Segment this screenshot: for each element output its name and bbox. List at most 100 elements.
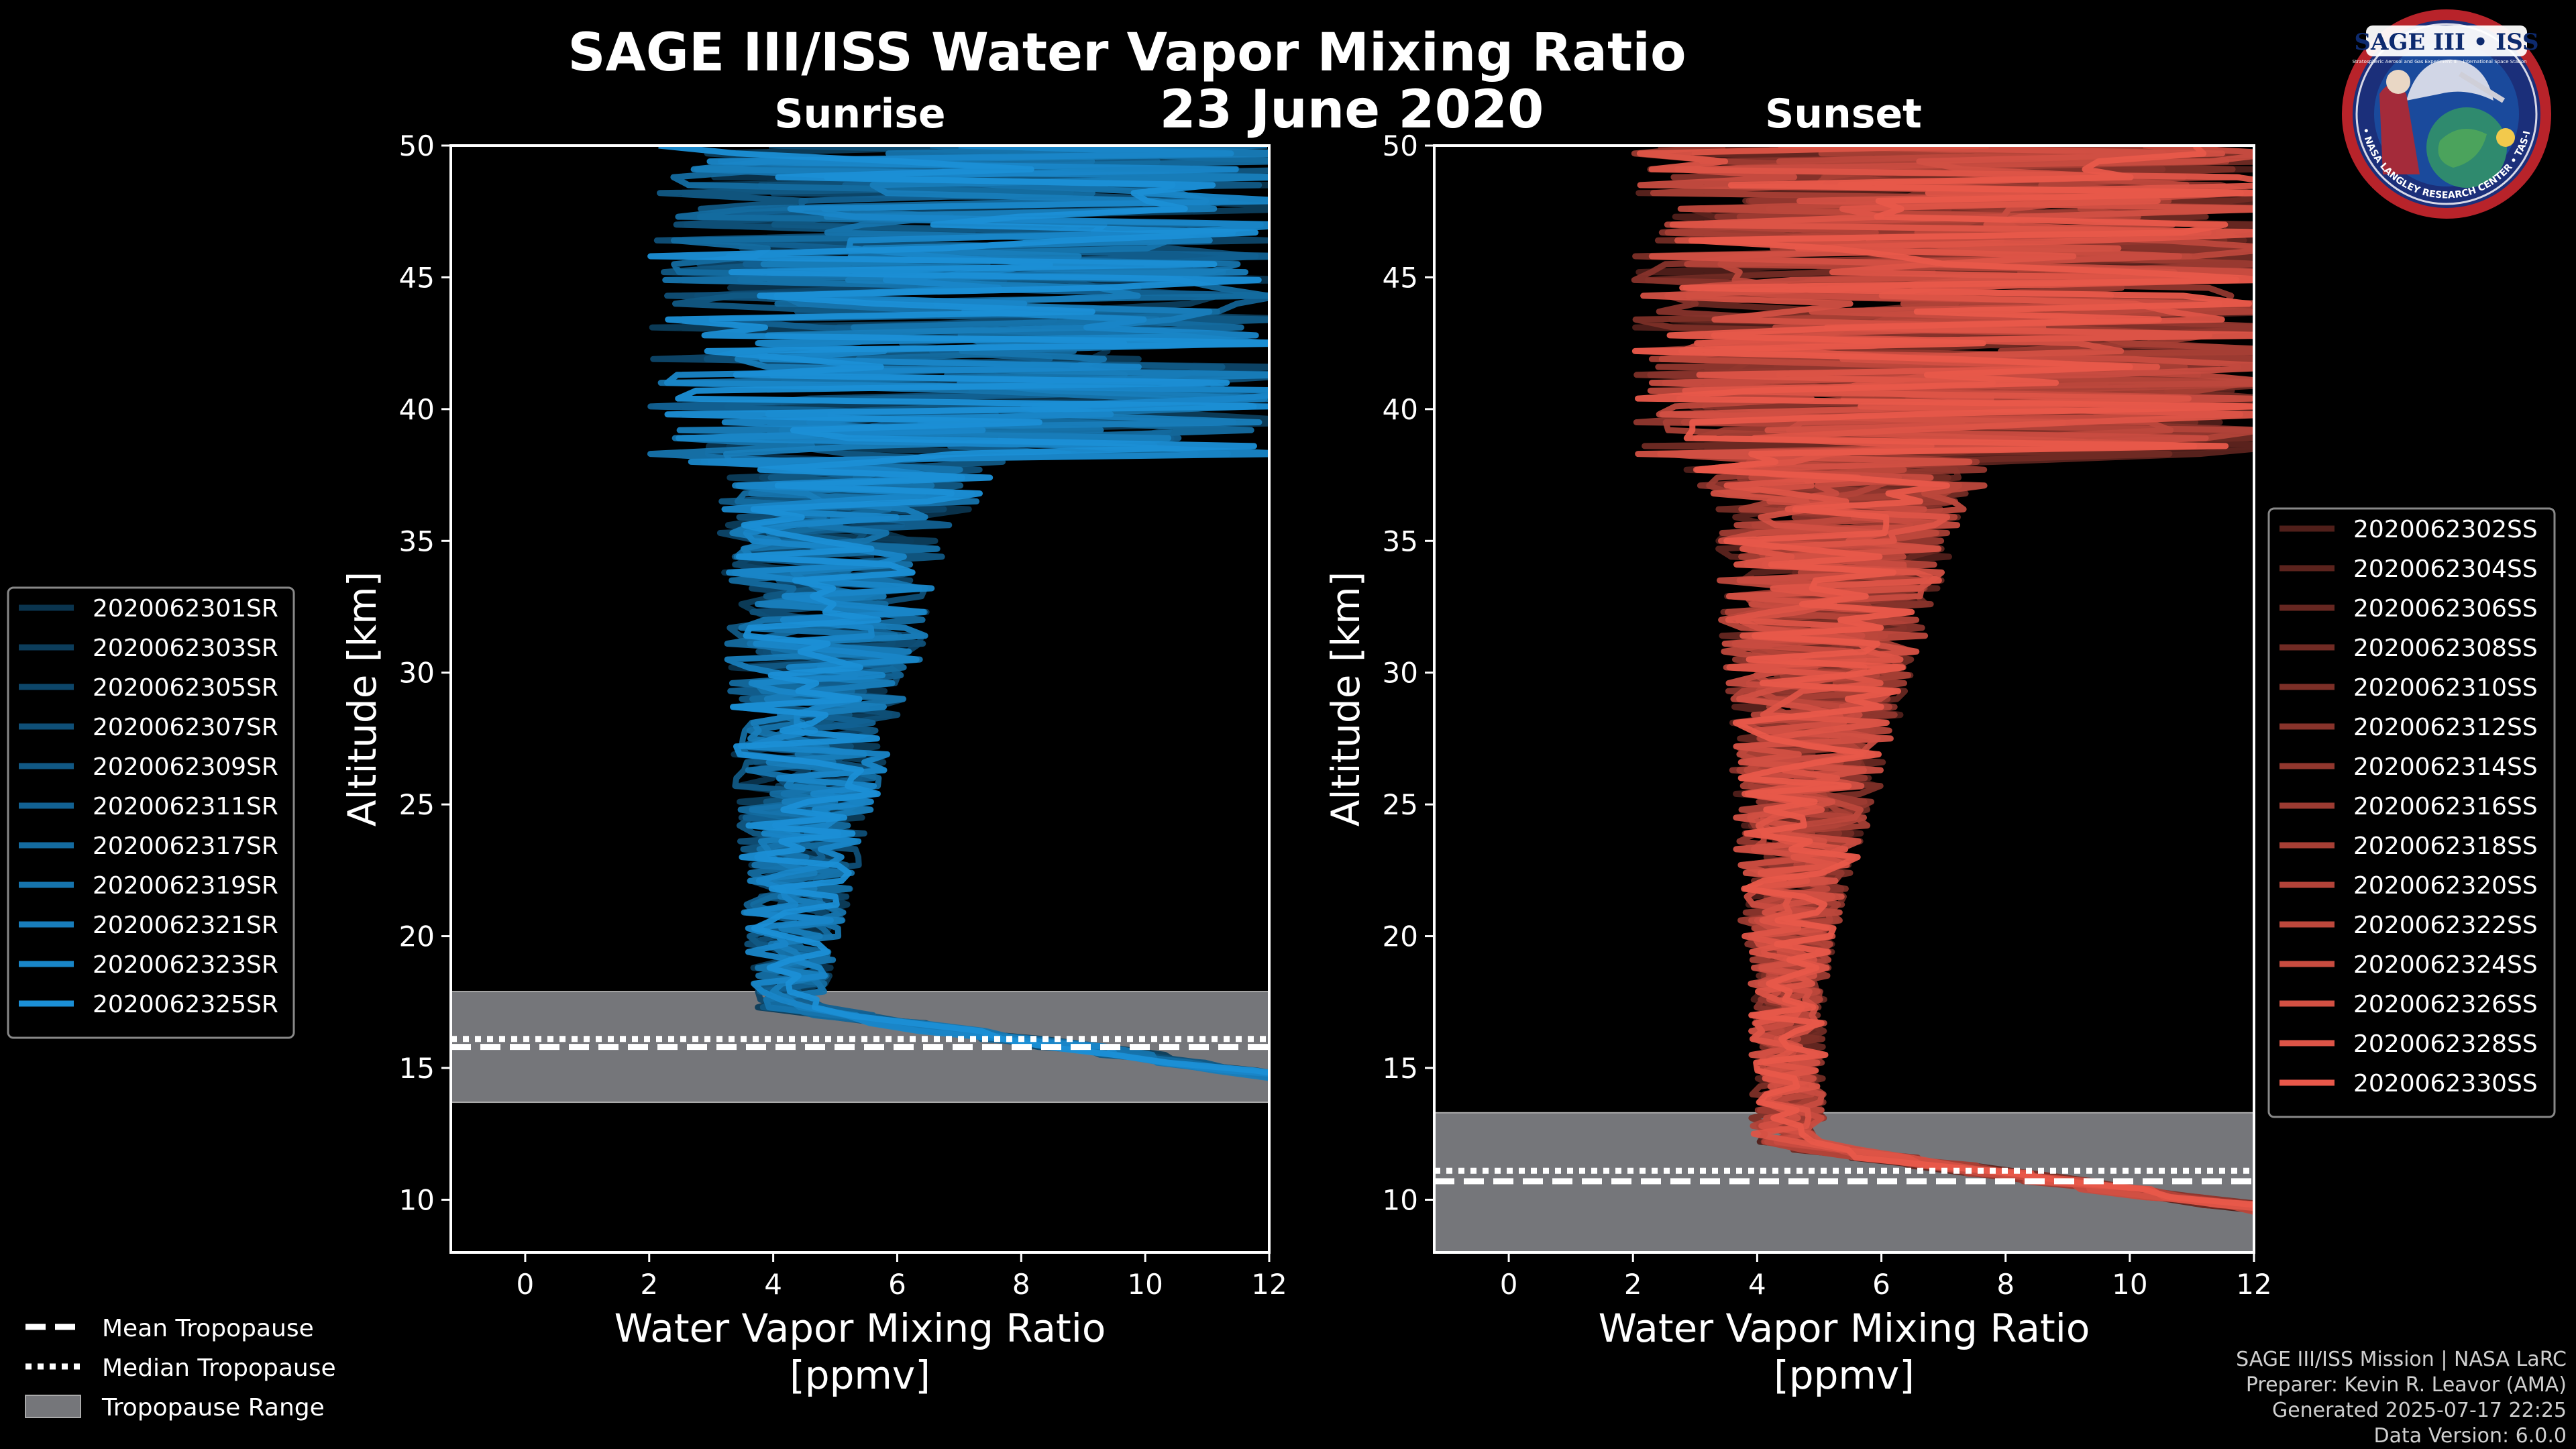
credit-preparer: Preparer: Kevin R. Leavor (AMA) (2246, 1373, 2567, 1397)
sunset-panel: 0 2 4 6 8 10 12 10 15 20 25 30 35 40 45 50 Altitude [km… (1323, 129, 2272, 1398)
legend-label-2020062314SS: 2020062314SS (2353, 753, 2538, 781)
ss-x-tick-label: 8 (1996, 1268, 2015, 1301)
sr-x-tick-label: 0 (517, 1268, 535, 1301)
legend-label-2020062302SS: 2020062302SS (2353, 516, 2538, 543)
sunset-tropopause-lines-layer (1434, 1167, 2254, 1185)
sr-y-tick-label: 20 (399, 920, 435, 953)
sr-y-tick-label: 45 (399, 261, 435, 294)
sr-x-tick-label: 2 (640, 1268, 658, 1301)
legend-label-2020062324SS: 2020062324SS (2353, 951, 2538, 979)
sunrise-plot-frame (449, 144, 1271, 1254)
profile-line-2020062330SS (1631, 146, 2254, 1208)
ss-y-tick-label: 15 (1383, 1052, 1418, 1085)
logo-banner (2366, 25, 2527, 56)
iss-icon (2458, 71, 2506, 103)
profile-line-2020062328SS (1636, 146, 2254, 1211)
legend-label-2020062317SR: 2020062317SR (93, 833, 278, 860)
logo-subtitle-left: Stratospheric Aerosol and Gas Experiment… (2352, 59, 2457, 64)
sunrise-tropopause-lines-layer (451, 1036, 1269, 1051)
sr-x-axis-label-line: [ppmv] (790, 1352, 930, 1398)
credit-data-version: Data Version: 6.0.0 (2374, 1424, 2567, 1448)
sr-x-tick-label: 8 (1012, 1268, 1030, 1301)
sage-iii-iss-logo: SAGE III • ISS Stratospheric Aerosol and… (2342, 9, 2551, 219)
sr-y-tick-label: 25 (399, 788, 435, 821)
legend-label-2020062325SR: 2020062325SR (93, 991, 278, 1018)
ss-x-axis-label-line: Water Vapor Mixing Ratio (1599, 1305, 2090, 1351)
logo-subtitle-right: International Space Station (2463, 59, 2526, 64)
ss-y-tick-label: 10 (1383, 1183, 1418, 1216)
legend-label-2020062328SS: 2020062328SS (2353, 1030, 2538, 1058)
sunrise-x-axis-label: Water Vapor Mixing Ratio [ppmv] (614, 1305, 1106, 1398)
sr-y-tick-label: 15 (399, 1052, 435, 1085)
continent-shape (2438, 129, 2487, 168)
sr-legend-box (7, 586, 295, 1039)
legend-label-2020062309SR: 2020062309SR (93, 753, 278, 781)
sunset-panel-title: Sunset (1765, 91, 1922, 138)
legend-label-2020062320SS: 2020062320SS (2353, 872, 2538, 900)
legend-label-2020062310SS: 2020062310SS (2353, 674, 2538, 702)
legend-label-2020062326SS: 2020062326SS (2353, 991, 2538, 1018)
sr-x-tick-label: 10 (1127, 1268, 1163, 1301)
legend-label-2020062308SS: 2020062308SS (2353, 635, 2538, 662)
sunset-x-axis-label: Water Vapor Mixing Ratio [ppmv] (1599, 1305, 2090, 1398)
sr-y-tick-label: 10 (399, 1183, 435, 1216)
sun-icon (2496, 128, 2515, 147)
ss-x-tick-label: 0 (1500, 1268, 1518, 1301)
figure-title: SAGE III/ISS Water Vapor Mixing Ratio (568, 23, 1686, 83)
legend-label-2020062330SS: 2020062330SS (2353, 1070, 2538, 1097)
ss-y-tick-label: 30 (1383, 657, 1418, 690)
sunrise-panel-title: Sunrise (774, 91, 945, 138)
ss-y-tick-label: 35 (1383, 525, 1418, 557)
credits: SAGE III/ISS Mission | NASA LaRC Prepare… (2236, 1348, 2567, 1448)
ss-x-tick-label: 4 (1748, 1268, 1766, 1301)
legend-label-2020062319SR: 2020062319SR (93, 872, 278, 900)
tropopause-range-swatch (25, 1395, 81, 1418)
sr-y-tick-label: 30 (399, 657, 435, 690)
ss-x-tick-label: 10 (2112, 1268, 2147, 1301)
sunset-profiles-layer (1631, 146, 2254, 1216)
mean-tropopause-label: Mean Tropopause (102, 1315, 314, 1342)
sr-x-axis-label-line: Water Vapor Mixing Ratio (614, 1305, 1106, 1351)
credit-generated: Generated 2025-07-17 22:25 (2272, 1399, 2567, 1422)
sunrise-y-axis-label: Altitude [km] (339, 572, 385, 826)
ss-x-tick-label: 6 (1872, 1268, 1890, 1301)
figure-date: 23 June 2020 (1160, 80, 1544, 140)
ss-y-tick-label: 20 (1383, 920, 1418, 953)
legend-label-2020062305SR: 2020062305SR (93, 674, 278, 702)
legend-label-2020062321SR: 2020062321SR (93, 912, 278, 939)
ss-y-tick-label: 45 (1383, 261, 1418, 294)
ss-y-tick-label: 50 (1383, 129, 1418, 162)
sr-x-tick-label: 6 (888, 1268, 906, 1301)
legend-label-2020062301SR: 2020062301SR (93, 595, 278, 623)
figure-head-icon (2386, 70, 2410, 94)
legend-label-2020062312SS: 2020062312SS (2353, 714, 2538, 741)
legend-label-2020062318SS: 2020062318SS (2353, 833, 2538, 860)
profile-line-2020062325SR (647, 146, 1269, 1076)
legend-label-2020062316SS: 2020062316SS (2353, 793, 2538, 820)
figure-robe-icon (2379, 84, 2420, 174)
legend-label-2020062311SR: 2020062311SR (93, 793, 278, 820)
ss-y-tick-label: 25 (1383, 788, 1418, 821)
sky-shape (2406, 59, 2493, 101)
sunset-y-axis-label: Altitude [km] (1323, 572, 1368, 826)
legend-label-2020062306SS: 2020062306SS (2353, 595, 2538, 623)
median-tropopause-label: Median Tropopause (102, 1354, 336, 1382)
tropopause-legend: Mean Tropopause Median Tropopause Tropop… (25, 1315, 336, 1421)
sunset-legend: 2020062302SS 2020062304SS 2020062306SS 2020… (2267, 507, 2556, 1118)
sr-x-tick-label: 4 (764, 1268, 782, 1301)
ss-x-axis-label-line: [ppmv] (1774, 1352, 1915, 1398)
credit-mission: SAGE III/ISS Mission | NASA LaRC (2236, 1348, 2567, 1371)
tropopause-range-label: Tropopause Range (101, 1394, 325, 1421)
logo-name: SAGE III • ISS (2354, 29, 2538, 56)
sunrise-legend: 2020062301SR 2020062303SR 2020062305SR 2020… (7, 586, 295, 1039)
sr-y-tick-label: 40 (399, 393, 435, 426)
ss-y-tick-label: 40 (1383, 393, 1418, 426)
sr-x-tick-label: 12 (1251, 1268, 1287, 1301)
legend-label-2020062322SS: 2020062322SS (2353, 912, 2538, 939)
legend-label-2020062304SS: 2020062304SS (2353, 555, 2538, 583)
ss-legend-box (2267, 507, 2556, 1118)
sunset-plot-frame (1433, 144, 2255, 1254)
sunrise-profiles-layer (647, 146, 1269, 1081)
sunrise-ticks: 0 2 4 6 8 10 12 10 15 20 25 30 35 40 45 50 (399, 129, 1287, 1301)
